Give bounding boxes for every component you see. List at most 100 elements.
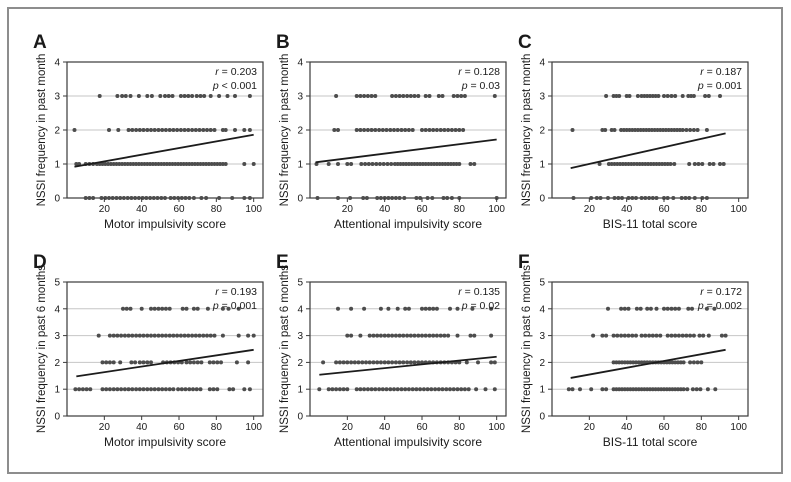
panel-e-data-point <box>401 333 406 338</box>
panel-f-data-point <box>634 387 638 392</box>
panel-c-data-point <box>640 162 645 166</box>
panel-f-data-point <box>667 360 672 365</box>
panel-d-data-point <box>211 360 216 365</box>
panel-e-data-point <box>373 387 378 392</box>
panel-e-data-point <box>362 387 367 392</box>
panel-b-x-tick-label: 40 <box>379 204 391 215</box>
panel-c-data-point <box>662 162 667 166</box>
panel-f-data-point <box>630 333 635 338</box>
panel-e-data-point <box>356 360 361 365</box>
panel-c-data-point <box>671 196 676 200</box>
panel-d-data-point <box>194 387 199 392</box>
panel-b-data-point <box>336 196 340 200</box>
panel-b-data-point <box>349 162 354 166</box>
panel-c-data-point <box>711 162 716 166</box>
panel-e-data-point <box>397 333 402 338</box>
panel-a-data-point <box>204 196 209 200</box>
panel-b-data-point <box>403 128 408 132</box>
panel-a-x-tick-label: 60 <box>173 204 185 215</box>
panel-c-data-point <box>603 128 608 132</box>
panel-d-data-point <box>128 306 133 311</box>
panel-c-data-point <box>680 128 685 132</box>
panel-a-data-point <box>137 128 142 132</box>
panel-c-data-point <box>619 128 624 132</box>
panel-a-data-point <box>131 162 136 166</box>
panel-f-data-point <box>665 306 670 311</box>
panel-a-data-point <box>149 128 153 132</box>
panel-d-data-point <box>167 387 172 392</box>
panel-d-data-point <box>163 306 168 311</box>
panel-d-data-point <box>184 306 189 311</box>
panel-a-data-point <box>202 94 207 98</box>
panel-b-data-point <box>345 162 350 166</box>
panel-e-data-point <box>412 360 417 365</box>
panel-e-data-point <box>427 333 432 338</box>
panel-e-data-point <box>384 387 389 392</box>
panel-a-data-point <box>125 162 130 166</box>
panel-f-data-point <box>570 387 575 392</box>
panel-b-data-point <box>369 94 374 98</box>
panel-c-data-point <box>650 196 655 200</box>
panel-d-data-point <box>145 333 150 338</box>
panel-d-data-point <box>242 387 247 392</box>
panel-b-data-point <box>402 196 407 200</box>
panel-d-data-point <box>234 360 239 365</box>
panel-b-r-value: r = 0.128 <box>458 66 500 78</box>
panel-b-data-point <box>393 94 398 98</box>
panel-f-data-point <box>631 387 636 392</box>
panel-d-data-point <box>115 387 120 392</box>
panel-b-y-tick-label: 1 <box>297 160 303 171</box>
panel-c-data-point <box>704 128 709 132</box>
panel-b-data-point <box>388 128 393 132</box>
panel-d-data-point <box>180 306 185 311</box>
panel-e-data-point <box>406 387 411 392</box>
panel-c-y-tick-label: 0 <box>539 194 545 205</box>
panel-c-data-point <box>707 162 712 166</box>
panel-d-data-point <box>77 387 82 392</box>
panel-c-data-point <box>703 94 708 98</box>
panel-d-label: D <box>33 252 47 273</box>
panel-b-data-point <box>409 162 414 166</box>
panel-a-data-point <box>145 162 150 166</box>
panel-e-data-point <box>354 387 359 392</box>
panel-c-data-point <box>612 162 617 166</box>
panel-b-data-point <box>334 94 339 98</box>
panel-b-data-point <box>314 162 319 166</box>
panel-c-data-point <box>594 196 599 200</box>
panel-c-data-point <box>687 196 692 200</box>
panel-d-y-axis-title: NSSI frequency in past 6 months <box>36 265 48 433</box>
panel-b-data-point <box>457 162 462 166</box>
panel-a-data-point <box>186 94 191 98</box>
panel-e-data-point <box>421 387 426 392</box>
panel-a-data-point <box>134 162 139 166</box>
panel-b-data-point <box>398 162 403 166</box>
panel-b-data-point <box>420 162 425 166</box>
panel-e-data-point <box>395 387 400 392</box>
panel-f-data-point <box>636 360 641 365</box>
panel-a-data-point <box>142 162 147 166</box>
panel-c-data-point <box>620 162 625 166</box>
panel-a-x-tick-label: 80 <box>211 204 223 215</box>
panel-c-data-point <box>609 162 614 166</box>
panel-f-data-point <box>591 333 596 338</box>
panel-f-data-point <box>631 360 636 365</box>
panel-d-data-point <box>191 360 196 365</box>
panel-f-regression-line <box>570 348 726 379</box>
panel-b-data-point <box>451 94 456 98</box>
panel-c-data-point <box>635 128 640 132</box>
panel-a-data-point <box>155 196 160 200</box>
panel-d-data-point <box>133 360 138 365</box>
panel-d-data-point <box>220 333 225 338</box>
panel-a-data-point <box>217 196 222 200</box>
panel-d-data-point <box>201 333 206 338</box>
panel-a-data-point <box>159 162 164 166</box>
panel-b-data-point <box>393 196 398 200</box>
panel-a-r-value: r = 0.203 <box>215 66 257 78</box>
panel-c-label: C <box>518 32 532 53</box>
panel-d-data-point <box>111 360 116 365</box>
panel-b-data-point <box>363 162 368 166</box>
panel-c-data-point <box>684 128 689 132</box>
panel-f-r-value: r = 0.172 <box>700 286 742 298</box>
panel-e-r-value: r = 0.135 <box>458 286 500 298</box>
panel-a-data-point <box>212 162 217 166</box>
